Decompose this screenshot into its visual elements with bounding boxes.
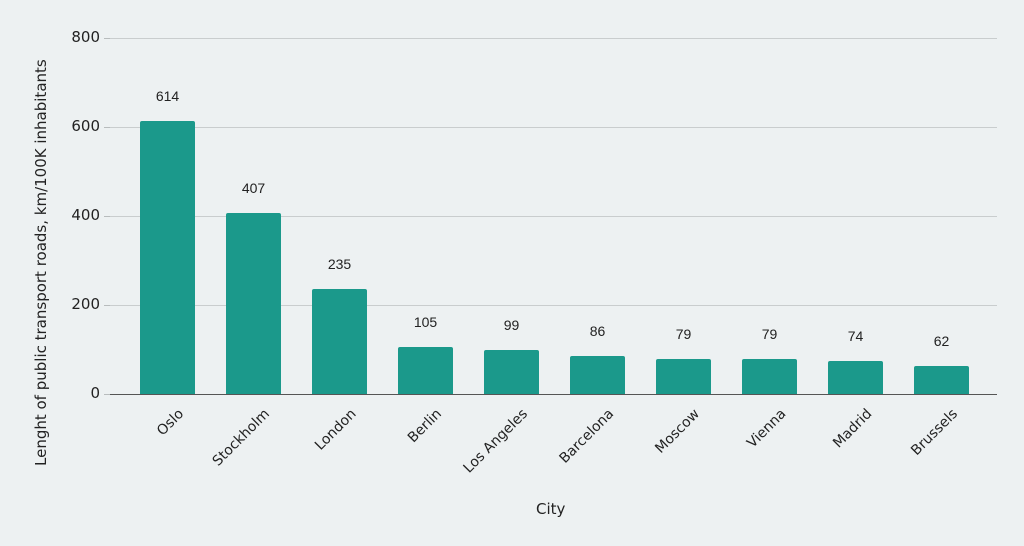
data-label: 235 [327,256,352,273]
x-tick-label: Vienna [743,406,789,452]
x-tick-label: Brussels [907,406,961,459]
x-tick-label: Moscow [651,406,703,457]
bar-berlin [398,347,453,394]
y-tick-label: 600 [71,117,100,135]
grid-line [110,38,997,39]
y-tick-mark [104,127,110,128]
y-tick-label: 0 [90,384,100,402]
data-label: 614 [155,87,180,104]
grid-line [110,127,997,128]
y-tick-label: 800 [71,28,100,46]
x-tick-label: London [311,406,360,454]
data-label: 407 [241,179,266,196]
bar-barcelona [570,355,625,394]
y-tick-mark [104,305,110,306]
x-tick-label: Barcelona [555,406,617,467]
x-tick-label: Berlin [404,406,445,447]
y-tick-mark [104,216,110,217]
grid-line [110,305,997,306]
grid-line [110,216,997,217]
bar-madrid [828,361,883,394]
data-label: 105 [413,314,438,331]
x-tick-label: Stockholm [209,406,273,470]
data-label: 74 [847,328,864,345]
bar-brussels [914,366,969,394]
bar-vienna [742,358,797,394]
data-label: 86 [589,322,606,339]
y-axis-label: Lenght of public transport roads, km/100… [32,59,50,466]
y-tick-label: 400 [71,206,100,224]
x-axis-label: City [536,500,566,518]
bar-moscow [656,358,711,394]
bar-los-angeles [484,349,539,394]
bar-oslo [140,120,195,394]
data-label: 79 [675,325,692,342]
data-label: 99 [503,316,520,333]
x-tick-label: Madrid [829,406,875,452]
data-label: 62 [933,333,950,350]
bar-stockholm [226,212,281,394]
y-tick-mark [104,394,110,395]
x-tick-label: Oslo [153,406,187,440]
x-tick-label: Los Angeles [459,406,531,477]
x-axis-line [110,394,997,395]
data-label: 79 [761,325,778,342]
y-tick-mark [104,38,110,39]
y-tick-label: 200 [71,295,100,313]
bar-london [312,289,367,394]
